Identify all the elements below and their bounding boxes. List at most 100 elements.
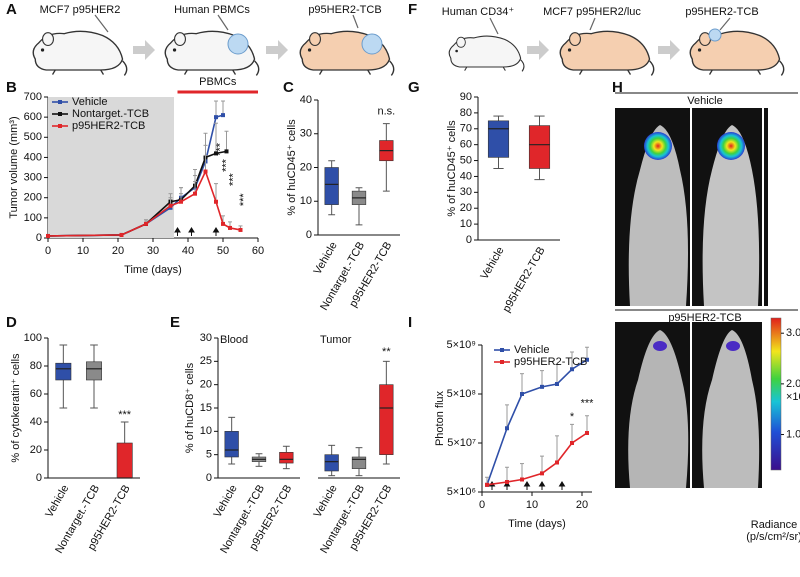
x-tick-label: 0: [45, 245, 51, 257]
y-tick-label: 15: [200, 402, 212, 414]
box: [55, 362, 72, 381]
data-point: [585, 430, 589, 435]
treatment-arrow: [188, 227, 195, 236]
colorbar-tick-label: 1.0: [786, 428, 800, 440]
legend-label: Nontarget.-TCB: [72, 108, 149, 120]
data-point: [203, 169, 208, 174]
x-tick-label: 20: [576, 499, 588, 511]
data-point: [505, 426, 509, 431]
data-point: [228, 225, 232, 230]
data-point: [555, 460, 559, 465]
legend-marker: [500, 348, 504, 352]
panel-label: F: [408, 1, 417, 18]
annotation: ***: [227, 172, 239, 186]
y-tick-label: 30: [300, 128, 312, 140]
colorbar-label: Radiance: [751, 519, 797, 531]
data-point: [46, 233, 50, 238]
data-point: [238, 227, 243, 232]
treatment-arrow: [538, 481, 546, 490]
y-tick-label: 5×10⁶: [447, 486, 476, 498]
data-point: [540, 384, 544, 389]
data-point: [119, 232, 124, 237]
data-point: [214, 151, 218, 156]
y-tick-label: 0: [306, 229, 312, 241]
data-point: [570, 367, 574, 372]
x-tick-label: Vehicle: [312, 240, 340, 277]
box: [324, 167, 339, 205]
data-point: [221, 221, 225, 226]
y-tick-label: 30: [460, 186, 472, 198]
y-axis-label: Tumor volume (mm³): [8, 116, 20, 218]
data-point: [224, 149, 229, 154]
colorbar-label: (p/s/cm²/sr): [746, 531, 800, 543]
x-tick-label: p95HER2-TCB: [501, 245, 548, 315]
data-point: [520, 477, 524, 482]
y-tick-label: 90: [460, 91, 472, 103]
y-tick-label: 10: [460, 218, 472, 230]
data-point: [168, 203, 173, 208]
annotation: ***: [118, 409, 132, 421]
y-tick-label: 10: [200, 425, 212, 437]
x-tick-label: Vehicle: [212, 483, 240, 520]
x-tick-label: 60: [252, 245, 264, 257]
data-point: [555, 381, 559, 386]
y-tick-label: 80: [30, 360, 42, 372]
annotation: ***: [238, 193, 250, 207]
data-point: [585, 357, 589, 362]
legend-label: Vehicle: [72, 96, 107, 108]
group-title: p95HER2-TCB: [668, 312, 741, 324]
schematic-f: [448, 17, 785, 77]
panel-label: A: [6, 1, 17, 18]
panel-label: C: [283, 79, 294, 96]
shaded-region: [48, 97, 174, 238]
y-tick-label: 0: [466, 234, 472, 246]
group-title: Vehicle: [687, 95, 722, 107]
colorbar-tick-label: 3.0: [786, 327, 800, 339]
panel-label: G: [408, 79, 420, 96]
y-axis-label: % of cytokeratin⁺ cells: [10, 353, 22, 463]
annotation: ***: [214, 142, 226, 156]
data-point: [214, 199, 218, 204]
legend-marker: [58, 124, 62, 128]
y-tick-label: 5×10⁸: [447, 388, 476, 400]
x-tick-label: 10: [77, 245, 89, 257]
x-tick-label: 30: [147, 245, 159, 257]
subplot-title: Tumor: [320, 334, 352, 346]
annotation: ***: [581, 397, 595, 409]
panel-label: E: [170, 314, 180, 331]
x-tick-label: 40: [182, 245, 194, 257]
y-tick-label: 5×10⁷: [447, 437, 476, 449]
colorbar-scale: ×10⁸: [786, 391, 800, 403]
data-point: [221, 113, 225, 118]
y-tick-label: 700: [24, 91, 42, 103]
y-tick-label: 5×10⁹: [447, 339, 477, 351]
y-tick-label: 100: [24, 332, 42, 344]
box: [224, 431, 239, 458]
y-tick-label: 20: [200, 379, 212, 391]
x-axis-label: Time (days): [124, 264, 182, 276]
y-axis-label: Photon flux: [434, 390, 446, 446]
y-tick-label: 60: [460, 139, 472, 151]
schematic-label: Human CD34⁺: [442, 6, 515, 18]
data-point: [168, 205, 173, 210]
data-point: [570, 441, 574, 445]
legend-label: p95HER2-TCB: [514, 356, 587, 368]
y-tick-label: 30: [200, 332, 212, 344]
panel-label: B: [6, 79, 17, 96]
colorbar-tick-label: 2.0: [786, 378, 800, 390]
x-tick-label: Vehicle: [478, 245, 506, 282]
x-tick-label: Vehicle: [312, 483, 340, 520]
subplot-title: Blood: [220, 334, 248, 346]
schematic-label: Human PBMCs: [174, 4, 250, 16]
y-tick-label: 5: [206, 449, 212, 461]
treatment-arrow: [558, 481, 566, 490]
legend-label: Vehicle: [514, 344, 549, 356]
annotation: *: [570, 411, 575, 423]
box: [487, 120, 510, 158]
data-point: [179, 199, 183, 204]
schematic-label: p95HER2-TCB: [308, 4, 381, 16]
y-tick-label: 25: [200, 355, 212, 367]
box: [379, 384, 394, 455]
annotation: ***: [220, 158, 232, 172]
